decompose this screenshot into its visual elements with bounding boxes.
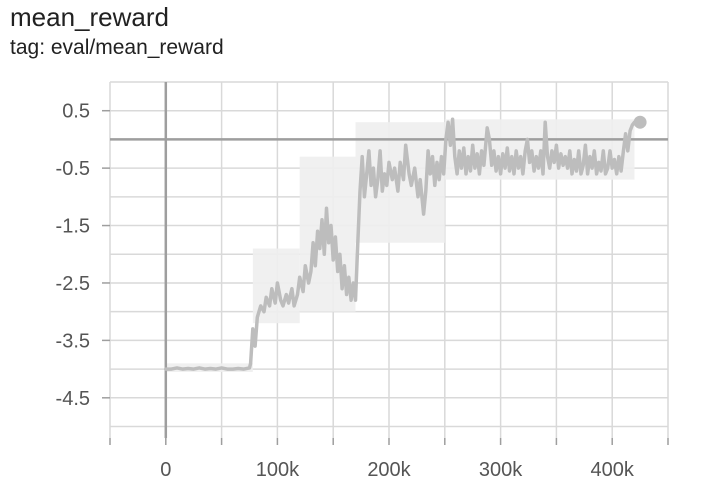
series-layer — [164, 115, 647, 371]
y-tick-label: -1.5 — [56, 216, 90, 238]
y-tick-label: -4.5 — [56, 388, 90, 410]
axes — [102, 82, 669, 445]
x-tick-label: 0 — [160, 459, 171, 481]
chart-title: mean_reward — [10, 2, 169, 32]
y-tick-label: 0.5 — [62, 101, 90, 123]
chart-tag: tag: eval/mean_reward — [10, 36, 224, 59]
x-tick-label: 100k — [256, 459, 300, 481]
tick-labels: 0.5 -0.5 -1.5 -2.5 -3.5 -4.5 0 100k 200k 300k 400k — [56, 101, 635, 481]
y-tick-label: -0.5 — [56, 158, 90, 180]
x-tick-label: 300k — [479, 459, 523, 481]
x-tick-label: 400k — [591, 459, 635, 481]
series-last-point — [633, 115, 647, 129]
x-tick-label: 200k — [367, 459, 411, 481]
y-tick-label: -3.5 — [56, 330, 90, 352]
series-line — [164, 117, 642, 371]
y-tick-label: -2.5 — [56, 273, 90, 295]
